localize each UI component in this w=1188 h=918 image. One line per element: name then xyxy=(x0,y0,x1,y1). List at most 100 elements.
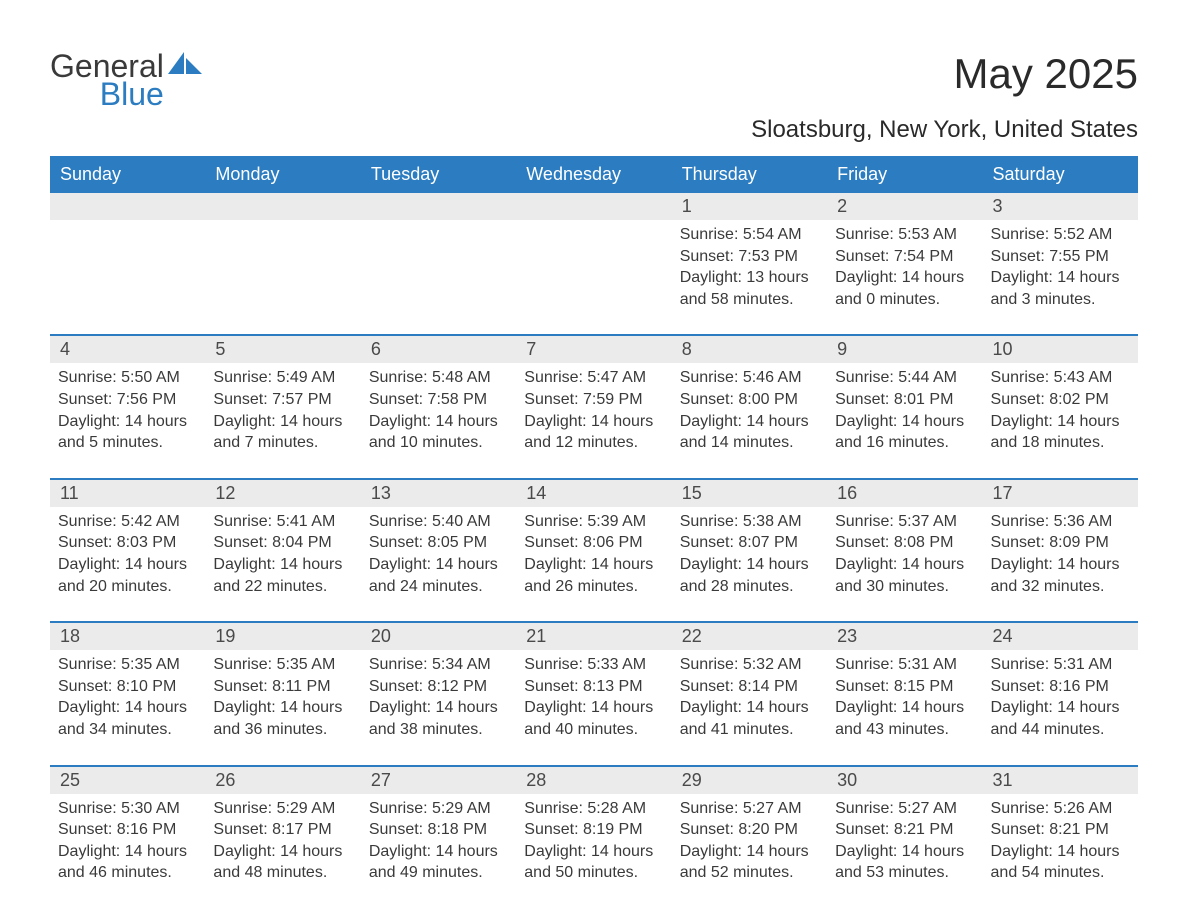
day-number: 7 xyxy=(516,336,671,363)
day-cell: 1Sunrise: 5:54 AMSunset: 7:53 PMDaylight… xyxy=(672,193,827,320)
day-cell: 3 Sunrise: 5:52 AMSunset: 7:55 PMDaylight… xyxy=(983,193,1138,320)
day-number xyxy=(50,193,205,220)
weekday-header: Saturday xyxy=(983,156,1138,193)
day-info: Sunrise: 5:37 AMSunset: 8:08 PMDaylight:… xyxy=(835,511,974,597)
day-cell: 4 Sunrise: 5:50 AMSunset: 7:56 PMDaylight… xyxy=(50,336,205,463)
day-number: 9 xyxy=(827,336,982,363)
day-cell xyxy=(50,193,205,320)
day-cell: 6Sunrise: 5:48 AMSunset: 7:58 PMDaylight… xyxy=(361,336,516,463)
day-cell: 21 Sunrise: 5:33 AMSunset: 8:13 PMDayligh… xyxy=(516,623,671,750)
day-number: 13 xyxy=(361,480,516,507)
day-number: 15 xyxy=(672,480,827,507)
day-info: Sunrise: 5:33 AMSunset: 8:13 PMDaylight:… xyxy=(524,654,663,740)
day-cell: 20 Sunrise: 5:34 AMSunset: 8:12 PMDayligh… xyxy=(361,623,516,750)
day-number: 24 xyxy=(983,623,1138,650)
day-cell: 5 Sunrise: 5:49 AMSunset: 7:57 PMDaylight… xyxy=(205,336,360,463)
day-number: 20 xyxy=(361,623,516,650)
day-cell: 7Sunrise: 5:47 AMSunset: 7:59 PMDaylight… xyxy=(516,336,671,463)
day-info: Sunrise: 5:28 AMSunset: 8:19 PMDaylight:… xyxy=(524,798,663,884)
day-number: 12 xyxy=(205,480,360,507)
day-cell: 2Sunrise: 5:53 AMSunset: 7:54 PMDaylight… xyxy=(827,193,982,320)
day-info: Sunrise: 5:29 AMSunset: 8:18 PMDaylight:… xyxy=(369,798,508,884)
day-info: Sunrise: 5:52 AMSunset: 7:55 PMDaylight:… xyxy=(991,224,1130,310)
day-info: Sunrise: 5:27 AMSunset: 8:20 PMDaylight:… xyxy=(680,798,819,884)
day-cell: 9Sunrise: 5:44 AMSunset: 8:01 PMDaylight… xyxy=(827,336,982,463)
day-number: 14 xyxy=(516,480,671,507)
day-number: 26 xyxy=(205,767,360,794)
week-row: 11Sunrise: 5:42 AMSunset: 8:03 PMDayligh… xyxy=(50,478,1138,607)
day-number: 27 xyxy=(361,767,516,794)
day-info: Sunrise: 5:31 AMSunset: 8:15 PMDaylight:… xyxy=(835,654,974,740)
day-cell: 15 Sunrise: 5:38 AMSunset: 8:07 PMDayligh… xyxy=(672,480,827,607)
week-row: 25 Sunrise: 5:30 AMSunset: 8:16 PMDayligh… xyxy=(50,765,1138,894)
day-cell: 29Sunrise: 5:27 AMSunset: 8:20 PMDayligh… xyxy=(672,767,827,894)
day-info: Sunrise: 5:34 AMSunset: 8:12 PMDaylight:… xyxy=(369,654,508,740)
day-cell: 10 Sunrise: 5:43 AMSunset: 8:02 PMDayligh… xyxy=(983,336,1138,463)
day-info: Sunrise: 5:36 AMSunset: 8:09 PMDaylight:… xyxy=(991,511,1130,597)
day-cell: 8Sunrise: 5:46 AMSunset: 8:00 PMDaylight… xyxy=(672,336,827,463)
day-info: Sunrise: 5:41 AMSunset: 8:04 PMDaylight:… xyxy=(213,511,352,597)
day-cell: 27 Sunrise: 5:29 AMSunset: 8:18 PMDayligh… xyxy=(361,767,516,894)
day-info: Sunrise: 5:32 AMSunset: 8:14 PMDaylight:… xyxy=(680,654,819,740)
day-number: 19 xyxy=(205,623,360,650)
day-cell: 11Sunrise: 5:42 AMSunset: 8:03 PMDayligh… xyxy=(50,480,205,607)
day-number: 22 xyxy=(672,623,827,650)
weeks-container: 1Sunrise: 5:54 AMSunset: 7:53 PMDaylight… xyxy=(50,193,1138,894)
day-number: 4 xyxy=(50,336,205,363)
day-number: 2 xyxy=(827,193,982,220)
day-number: 8 xyxy=(672,336,827,363)
day-info: Sunrise: 5:40 AMSunset: 8:05 PMDaylight:… xyxy=(369,511,508,597)
day-number: 17 xyxy=(983,480,1138,507)
day-number: 21 xyxy=(516,623,671,650)
day-cell: 19 Sunrise: 5:35 AMSunset: 8:11 PMDayligh… xyxy=(205,623,360,750)
day-info: Sunrise: 5:43 AMSunset: 8:02 PMDaylight:… xyxy=(991,367,1130,453)
page-title: May 2025 xyxy=(954,50,1138,98)
day-info: Sunrise: 5:27 AMSunset: 8:21 PMDaylight:… xyxy=(835,798,974,884)
brand-logo: General Blue xyxy=(50,50,206,110)
day-cell: 14Sunrise: 5:39 AMSunset: 8:06 PMDayligh… xyxy=(516,480,671,607)
day-info: Sunrise: 5:35 AMSunset: 8:10 PMDaylight:… xyxy=(58,654,197,740)
day-info: Sunrise: 5:50 AMSunset: 7:56 PMDaylight:… xyxy=(58,367,197,453)
day-info: Sunrise: 5:38 AMSunset: 8:07 PMDaylight:… xyxy=(680,511,819,597)
day-number: 18 xyxy=(50,623,205,650)
header: General Blue May 2025 xyxy=(50,50,1138,110)
day-cell: 25 Sunrise: 5:30 AMSunset: 8:16 PMDayligh… xyxy=(50,767,205,894)
day-info: Sunrise: 5:31 AMSunset: 8:16 PMDaylight:… xyxy=(991,654,1130,740)
day-info: Sunrise: 5:48 AMSunset: 7:58 PMDaylight:… xyxy=(369,367,508,453)
calendar: SundayMondayTuesdayWednesdayThursdayFrid… xyxy=(50,156,1138,894)
day-number: 1 xyxy=(672,193,827,220)
day-number: 28 xyxy=(516,767,671,794)
day-number: 30 xyxy=(827,767,982,794)
day-number: 3 xyxy=(983,193,1138,220)
weekday-header-row: SundayMondayTuesdayWednesdayThursdayFrid… xyxy=(50,156,1138,193)
day-cell: 28 Sunrise: 5:28 AMSunset: 8:19 PMDayligh… xyxy=(516,767,671,894)
week-row: 4 Sunrise: 5:50 AMSunset: 7:56 PMDaylight… xyxy=(50,334,1138,463)
week-row: 1Sunrise: 5:54 AMSunset: 7:53 PMDaylight… xyxy=(50,193,1138,320)
day-cell: 18 Sunrise: 5:35 AMSunset: 8:10 PMDayligh… xyxy=(50,623,205,750)
day-number xyxy=(205,193,360,220)
day-number: 5 xyxy=(205,336,360,363)
day-number xyxy=(516,193,671,220)
day-info: Sunrise: 5:42 AMSunset: 8:03 PMDaylight:… xyxy=(58,511,197,597)
weekday-header: Thursday xyxy=(672,156,827,193)
day-cell: 12 Sunrise: 5:41 AMSunset: 8:04 PMDayligh… xyxy=(205,480,360,607)
day-cell: 17 Sunrise: 5:36 AMSunset: 8:09 PMDayligh… xyxy=(983,480,1138,607)
day-number xyxy=(361,193,516,220)
weekday-header: Sunday xyxy=(50,156,205,193)
day-cell: 22 Sunrise: 5:32 AMSunset: 8:14 PMDayligh… xyxy=(672,623,827,750)
day-cell: 30 Sunrise: 5:27 AMSunset: 8:21 PMDayligh… xyxy=(827,767,982,894)
day-info: Sunrise: 5:35 AMSunset: 8:11 PMDaylight:… xyxy=(213,654,352,740)
day-number: 31 xyxy=(983,767,1138,794)
day-number: 10 xyxy=(983,336,1138,363)
day-cell xyxy=(205,193,360,320)
day-info: Sunrise: 5:49 AMSunset: 7:57 PMDaylight:… xyxy=(213,367,352,453)
weekday-header: Wednesday xyxy=(516,156,671,193)
day-number: 25 xyxy=(50,767,205,794)
day-cell: 24 Sunrise: 5:31 AMSunset: 8:16 PMDayligh… xyxy=(983,623,1138,750)
sail-icon xyxy=(166,50,206,78)
weekday-header: Monday xyxy=(205,156,360,193)
day-cell xyxy=(361,193,516,320)
day-info: Sunrise: 5:26 AMSunset: 8:21 PMDaylight:… xyxy=(991,798,1130,884)
day-info: Sunrise: 5:30 AMSunset: 8:16 PMDaylight:… xyxy=(58,798,197,884)
week-row: 18 Sunrise: 5:35 AMSunset: 8:10 PMDayligh… xyxy=(50,621,1138,750)
